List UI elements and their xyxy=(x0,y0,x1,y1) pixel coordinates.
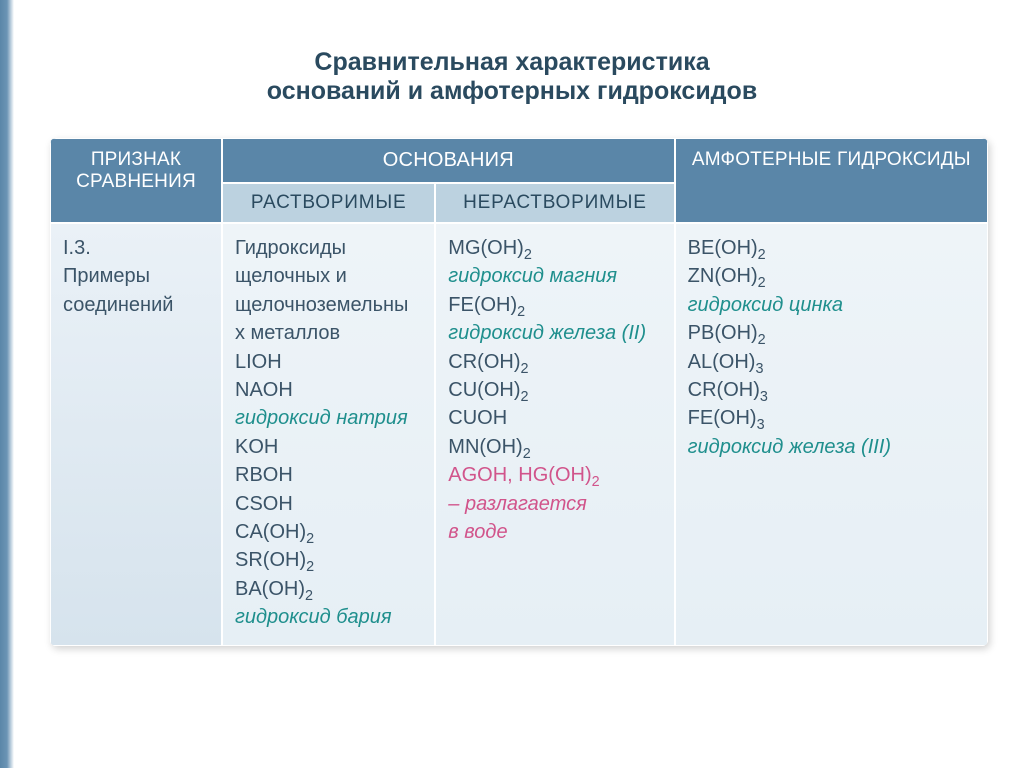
chem-line: гидроксид магния xyxy=(448,262,661,290)
subscript: 2 xyxy=(306,559,314,575)
subscript: 2 xyxy=(592,474,600,490)
subscript: 2 xyxy=(305,588,313,604)
side-accent xyxy=(0,0,14,768)
chem-line: AL(OH)3 xyxy=(688,348,975,376)
subheader-soluble: Растворимые xyxy=(222,183,435,223)
subscript: 3 xyxy=(757,417,765,433)
chem-line: гидроксид железа (III) xyxy=(688,433,975,461)
subscript: 2 xyxy=(758,332,766,348)
header-amphoteric: Амфотерные гидроксиды xyxy=(675,138,988,223)
chem-line: FE(OH)3 xyxy=(688,404,975,432)
title-line-2: оснований и амфотерных гидроксидов xyxy=(0,77,1024,106)
chem-line: FE(OH)2 xyxy=(448,291,661,319)
subscript: 2 xyxy=(523,446,531,462)
chem-line: гидроксид цинка xyxy=(688,291,975,319)
subscript: 2 xyxy=(758,275,766,291)
chem-line: NAOH xyxy=(235,376,422,404)
body-row: I.3. Примеры соединений Гидроксидыщелочн… xyxy=(50,223,988,646)
chem-line: гидроксид железа (II) xyxy=(448,319,661,347)
chem-line: х металлов xyxy=(235,319,422,347)
subscript: 2 xyxy=(306,531,314,547)
subscript: 2 xyxy=(521,361,529,377)
cell-soluble: Гидроксидыщелочных ищелочноземельных мет… xyxy=(222,223,435,646)
chem-line: CR(OH)3 xyxy=(688,376,975,404)
subscript: 3 xyxy=(760,389,768,405)
chem-line: MN(OH)2 xyxy=(448,433,661,461)
header-bases: Основания xyxy=(222,138,675,183)
cell-amphoteric: BE(OH)2ZN(OH)2гидроксид цинкаPB(OH)2AL(O… xyxy=(675,223,988,646)
row-label-2: Примеры xyxy=(63,262,209,290)
chem-line: BE(OH)2 xyxy=(688,234,975,262)
chem-line: CR(OH)2 xyxy=(448,348,661,376)
chem-line: – разлагается xyxy=(448,490,661,518)
chem-line: в воде xyxy=(448,518,661,546)
chem-line: AGOH, HG(OH)2 xyxy=(448,461,661,489)
chem-line: CUOH xyxy=(448,404,661,432)
chem-line: SR(OH)2 xyxy=(235,546,422,574)
chem-line: LIOH xyxy=(235,348,422,376)
cell-criterion: I.3. Примеры соединений xyxy=(50,223,222,646)
subscript: 2 xyxy=(521,389,529,405)
chem-line: гидроксид бария xyxy=(235,603,422,631)
subscript: 2 xyxy=(524,247,532,263)
header-row-1: Признак сравнения Основания Амфотерные г… xyxy=(50,138,988,183)
chem-line: CA(OH)2 xyxy=(235,518,422,546)
chem-line: RBOH xyxy=(235,461,422,489)
chem-line: щелочноземельны xyxy=(235,291,422,319)
row-label-1: I.3. xyxy=(63,234,209,262)
subscript: 2 xyxy=(517,304,525,320)
chem-line: PB(OH)2 xyxy=(688,319,975,347)
title-line-1: Сравнительная характеристика xyxy=(0,48,1024,77)
subscript: 2 xyxy=(758,247,766,263)
comparison-table: Признак сравнения Основания Амфотерные г… xyxy=(50,138,988,646)
row-label-3: соединений xyxy=(63,291,209,319)
chem-line: MG(OH)2 xyxy=(448,234,661,262)
chem-line: KOH xyxy=(235,433,422,461)
subheader-insoluble: Нерастворимые xyxy=(435,183,674,223)
cell-insoluble: MG(OH)2гидроксид магнияFE(OH)2гидроксид … xyxy=(435,223,674,646)
chem-line: Гидроксиды xyxy=(235,234,422,262)
subscript: 3 xyxy=(755,361,763,377)
chem-line: гидроксид натрия xyxy=(235,404,422,432)
title-block: Сравнительная характеристика оснований и… xyxy=(0,0,1024,130)
chem-line: ZN(OH)2 xyxy=(688,262,975,290)
header-criterion: Признак сравнения xyxy=(50,138,222,223)
chem-line: BA(OH)2 xyxy=(235,575,422,603)
comparison-table-wrap: Признак сравнения Основания Амфотерные г… xyxy=(0,130,1024,646)
chem-line: CSOH xyxy=(235,490,422,518)
chem-line: CU(OH)2 xyxy=(448,376,661,404)
chem-line: щелочных и xyxy=(235,262,422,290)
